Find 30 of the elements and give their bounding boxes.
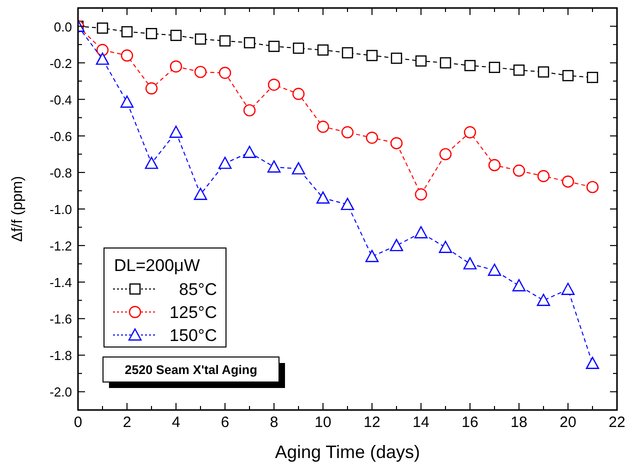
y-tick-label: -1.2 bbox=[50, 238, 72, 254]
y-tick-label: 0.0 bbox=[54, 19, 72, 34]
x-tick-label: 2 bbox=[122, 414, 132, 431]
x-tick-label: 12 bbox=[364, 414, 380, 431]
annotation: 2520 Seam X'tal Aging bbox=[124, 363, 258, 377]
x-tick-label: 8 bbox=[270, 414, 278, 431]
x-tick-label: 4 bbox=[172, 414, 180, 431]
x-axis-title: Aging Time (days) bbox=[274, 442, 420, 462]
x-tick-label: 16 bbox=[462, 414, 478, 431]
y-tick-label: -1.4 bbox=[50, 275, 72, 290]
y-axis-title: Δf/f (ppm) bbox=[9, 176, 26, 242]
legend-label: 150°C bbox=[170, 326, 217, 345]
y-tick-label: -2.0 bbox=[50, 384, 72, 400]
y-tick-label: -1.6 bbox=[50, 312, 72, 327]
y-tick-label: -0.6 bbox=[50, 128, 72, 144]
y-tick-label: -0.4 bbox=[50, 92, 72, 108]
x-tick-label: 6 bbox=[220, 414, 230, 431]
y-tick-label: -1.0 bbox=[50, 202, 72, 217]
x-tick-label: 0 bbox=[74, 414, 82, 431]
x-tick-label: 10 bbox=[314, 414, 332, 431]
legend-label: 125°C bbox=[170, 303, 217, 322]
y-tick-label: -0.2 bbox=[50, 56, 72, 71]
x-tick-label: 22 bbox=[608, 414, 626, 431]
y-tick-label: -1.8 bbox=[50, 348, 72, 364]
legend-label: 85°C bbox=[179, 280, 217, 299]
x-tick-label: 14 bbox=[412, 414, 430, 431]
y-tick-label: -0.8 bbox=[50, 165, 72, 180]
legend-title: DL=200μW bbox=[114, 256, 200, 275]
x-tick-label: 20 bbox=[560, 414, 576, 431]
x-tick-label: 18 bbox=[510, 414, 528, 431]
